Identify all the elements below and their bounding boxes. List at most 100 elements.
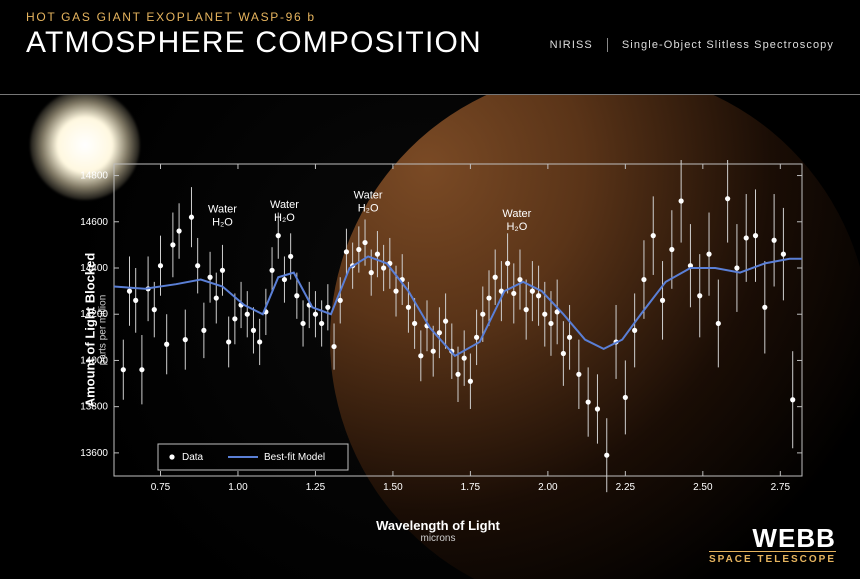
data-point <box>669 247 674 252</box>
data-point <box>641 277 646 282</box>
data-point <box>781 252 786 257</box>
header-title: ATMOSPHERE COMPOSITION <box>26 26 482 60</box>
data-point <box>753 233 758 238</box>
header-title-block: HOT GAS GIANT EXOPLANET WASP-96 b ATMOSP… <box>26 10 482 60</box>
data-point <box>595 406 600 411</box>
y-tick-label: 14200 <box>80 309 108 320</box>
x-axis-label-sub: microns <box>68 533 808 544</box>
data-point <box>567 335 572 340</box>
y-tick-label: 13800 <box>80 402 108 413</box>
data-point <box>121 367 126 372</box>
x-tick-label: 0.75 <box>151 482 171 493</box>
header-instrument-block: NIRISS Single-Object Slitless Spectrosco… <box>550 38 834 52</box>
data-point <box>772 238 777 243</box>
data-point <box>139 367 144 372</box>
data-point <box>586 399 591 404</box>
data-point <box>474 335 479 340</box>
data-point <box>524 307 529 312</box>
data-point <box>406 305 411 310</box>
data-point <box>455 372 460 377</box>
data-point <box>369 270 374 275</box>
data-point <box>632 328 637 333</box>
data-point <box>381 265 386 270</box>
water-annotation-formula: H₂O <box>212 217 233 229</box>
data-point <box>530 289 535 294</box>
data-point <box>734 265 739 270</box>
data-point <box>152 307 157 312</box>
instrument-label: NIRISS <box>550 39 593 51</box>
page: HOT GAS GIANT EXOPLANET WASP-96 b ATMOSP… <box>0 0 860 579</box>
data-point <box>269 268 274 273</box>
data-point <box>706 252 711 257</box>
data-point <box>443 319 448 324</box>
logo-main-text: WEBB <box>709 527 836 550</box>
y-tick-label: 14000 <box>80 355 108 366</box>
data-point <box>393 289 398 294</box>
x-tick-label: 2.50 <box>693 482 713 493</box>
data-point <box>486 295 491 300</box>
data-point <box>697 293 702 298</box>
data-point <box>220 268 225 273</box>
data-point <box>201 328 206 333</box>
data-point <box>176 228 181 233</box>
data-point <box>431 349 436 354</box>
data-point <box>517 277 522 282</box>
x-tick-label: 2.75 <box>771 482 791 493</box>
data-point <box>338 298 343 303</box>
data-point <box>245 312 250 317</box>
water-annotation-formula: H₂O <box>358 203 379 215</box>
chart-svg: 136001380014000142001440014600148000.751… <box>68 160 808 500</box>
data-point <box>232 316 237 321</box>
data-point <box>207 275 212 280</box>
data-point <box>511 291 516 296</box>
data-point <box>412 321 417 326</box>
data-point <box>576 372 581 377</box>
data-point <box>468 379 473 384</box>
data-point <box>214 295 219 300</box>
data-point <box>480 312 485 317</box>
y-tick-label: 13600 <box>80 448 108 459</box>
data-point <box>356 247 361 252</box>
data-point <box>127 289 132 294</box>
x-tick-label: 1.00 <box>228 482 248 493</box>
data-point <box>505 261 510 266</box>
data-point <box>437 330 442 335</box>
header-subtitle: HOT GAS GIANT EXOPLANET WASP-96 b <box>26 10 482 24</box>
y-tick-label: 14400 <box>80 263 108 274</box>
data-point <box>716 321 721 326</box>
footer-logo: WEBB SPACE TELESCOPE <box>709 527 836 565</box>
data-point <box>493 275 498 280</box>
data-point <box>762 305 767 310</box>
data-point <box>660 298 665 303</box>
data-point <box>288 254 293 259</box>
data-point <box>257 339 262 344</box>
x-tick-label: 2.25 <box>616 482 636 493</box>
data-point <box>325 305 330 310</box>
y-tick-label: 14600 <box>80 217 108 228</box>
data-point <box>604 453 609 458</box>
data-point <box>164 342 169 347</box>
x-axis-label-main: Wavelength of Light <box>68 518 808 533</box>
data-point <box>226 339 231 344</box>
x-tick-label: 1.25 <box>306 482 326 493</box>
legend-data-label: Data <box>182 452 204 463</box>
data-point <box>183 337 188 342</box>
data-point <box>133 298 138 303</box>
data-point <box>548 321 553 326</box>
chart-container: Amount of Light Blocked parts per millio… <box>68 160 808 500</box>
logo-sub-text: SPACE TELESCOPE <box>709 554 836 565</box>
data-point <box>623 395 628 400</box>
legend-data-marker-icon <box>169 454 174 459</box>
data-point <box>331 344 336 349</box>
water-annotation: Water <box>354 190 383 202</box>
data-point <box>418 353 423 358</box>
model-line <box>114 256 802 355</box>
data-point <box>282 277 287 282</box>
header-bar: HOT GAS GIANT EXOPLANET WASP-96 b ATMOSP… <box>0 0 860 95</box>
data-point <box>462 356 467 361</box>
x-axis-label: Wavelength of Light microns <box>68 518 808 544</box>
data-point <box>536 293 541 298</box>
x-tick-label: 2.00 <box>538 482 558 493</box>
data-point <box>276 233 281 238</box>
header-divider-icon <box>607 38 608 52</box>
